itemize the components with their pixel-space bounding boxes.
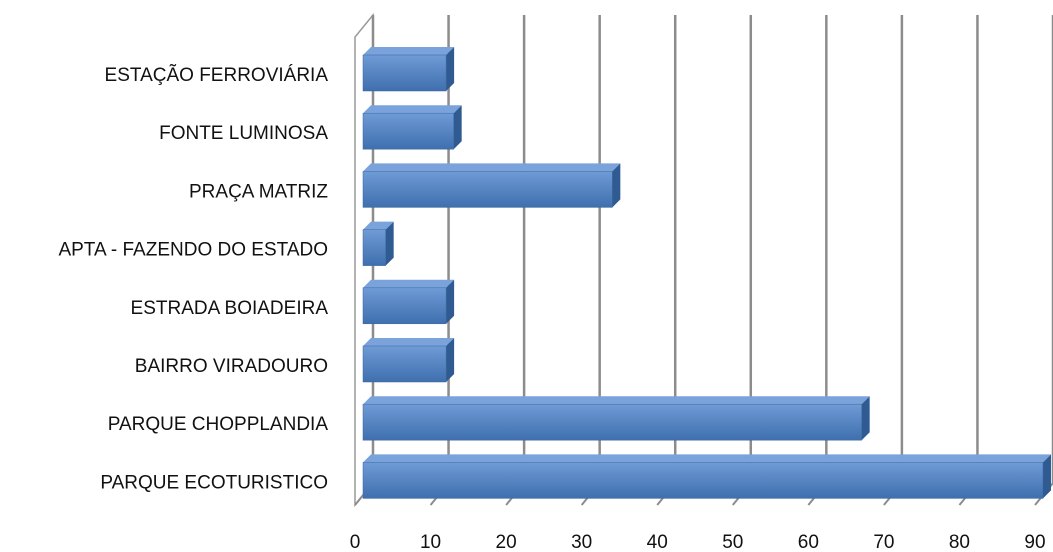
y-tick-label: APTA - FAZENDO DO ESTADO (58, 240, 328, 261)
x-tick-label: 40 (647, 532, 668, 552)
bar-side (1043, 454, 1051, 499)
bar-top (363, 454, 1051, 463)
bar (362, 396, 870, 441)
bar-side (453, 105, 462, 150)
x-tick-label: 90 (1024, 532, 1045, 552)
y-tick-label: BAIRRO VIRADOURO (135, 356, 328, 377)
bar-top (363, 163, 621, 172)
bar-top (363, 221, 394, 230)
bar-side (861, 396, 870, 441)
bar-front (362, 462, 1044, 499)
bar (362, 221, 394, 266)
bar (362, 338, 455, 383)
y-tick-label: ESTAÇÃO FERROVIÁRIA (105, 64, 329, 86)
bar (362, 279, 455, 325)
bar-front (362, 171, 613, 208)
x-tick-label: 80 (949, 532, 970, 552)
bar-side (385, 221, 394, 266)
bar-front (362, 112, 454, 150)
y-tick-label: PRAÇA MATRIZ (189, 181, 328, 202)
bar-front (362, 54, 447, 92)
bar-front (362, 403, 862, 441)
y-tick-label: PARQUE CHOPPLANDIA (108, 414, 329, 435)
y-tick-label: ESTRADA BOIADEIRA (131, 298, 329, 319)
bar (362, 163, 621, 208)
x-tick-label: 0 (350, 532, 361, 552)
bar-side (446, 338, 455, 382)
bar-top (363, 279, 455, 288)
bar-front (362, 345, 447, 383)
bar-top (363, 105, 462, 114)
y-tick-label: PARQUE ECOTURISTICO (100, 472, 328, 493)
x-tick-label: 30 (571, 532, 592, 552)
x-tick-label: 10 (420, 532, 441, 552)
x-tick-label: 60 (798, 532, 819, 552)
bar-top (363, 396, 870, 405)
x-tick-label: 70 (873, 532, 894, 552)
bar-side (612, 163, 621, 208)
bar (362, 105, 462, 150)
x-tick-label: 50 (722, 532, 743, 552)
bar (362, 454, 1051, 499)
bar-front (362, 229, 386, 266)
bar (362, 47, 455, 92)
y-tick-label: FONTE LUMINOSA (159, 123, 328, 144)
bar-side (446, 47, 455, 91)
x-tick-label: 20 (496, 532, 517, 552)
bar-top (363, 338, 455, 346)
bar-side (446, 279, 455, 324)
bar-front (362, 287, 447, 325)
bar-top (363, 47, 455, 55)
